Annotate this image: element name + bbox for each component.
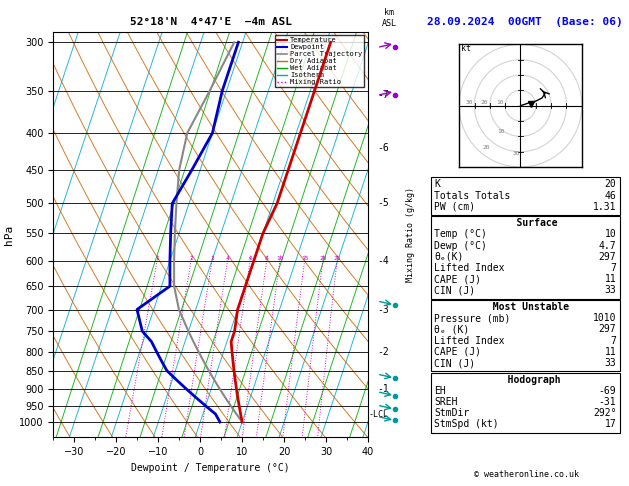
Text: EH: EH bbox=[434, 386, 446, 396]
Text: km
ASL: km ASL bbox=[381, 8, 396, 28]
Text: SREH: SREH bbox=[434, 397, 457, 407]
Text: Lifted Index: Lifted Index bbox=[434, 336, 504, 346]
Text: 17: 17 bbox=[604, 419, 616, 429]
Text: 292°: 292° bbox=[593, 408, 616, 418]
Text: 46: 46 bbox=[604, 191, 616, 201]
Text: -5: -5 bbox=[377, 198, 389, 208]
Text: Lifted Index: Lifted Index bbox=[434, 263, 504, 273]
Text: 20: 20 bbox=[482, 145, 489, 150]
Text: kt: kt bbox=[460, 44, 470, 52]
Text: 15: 15 bbox=[301, 256, 308, 261]
Text: 28.09.2024  00GMT  (Base: 06): 28.09.2024 00GMT (Base: 06) bbox=[427, 17, 623, 27]
Text: Hodograph: Hodograph bbox=[490, 375, 560, 384]
Text: 10: 10 bbox=[498, 129, 505, 134]
Text: 33: 33 bbox=[604, 285, 616, 295]
Text: Dewp (°C): Dewp (°C) bbox=[434, 241, 487, 251]
Text: -4: -4 bbox=[377, 256, 389, 266]
Text: 2: 2 bbox=[189, 256, 193, 261]
Text: Totals Totals: Totals Totals bbox=[434, 191, 510, 201]
Text: -6: -6 bbox=[377, 143, 389, 154]
Text: CAPE (J): CAPE (J) bbox=[434, 347, 481, 357]
X-axis label: Dewpoint / Temperature (°C): Dewpoint / Temperature (°C) bbox=[131, 463, 290, 473]
Text: -3: -3 bbox=[377, 305, 389, 314]
Text: CAPE (J): CAPE (J) bbox=[434, 274, 481, 284]
Text: StmDir: StmDir bbox=[434, 408, 469, 418]
Text: Temp (°C): Temp (°C) bbox=[434, 229, 487, 240]
Text: Pressure (mb): Pressure (mb) bbox=[434, 313, 510, 323]
Text: 1.31: 1.31 bbox=[593, 202, 616, 212]
Text: 297: 297 bbox=[599, 325, 616, 334]
Text: Mixing Ratio (g/kg): Mixing Ratio (g/kg) bbox=[406, 187, 416, 282]
Text: -LCL: -LCL bbox=[369, 411, 389, 419]
Text: -7: -7 bbox=[377, 90, 389, 101]
Legend: Temperature, Dewpoint, Parcel Trajectory, Dry Adiabat, Wet Adiabat, Isotherm, Mi: Temperature, Dewpoint, Parcel Trajectory… bbox=[275, 35, 364, 87]
Text: 20: 20 bbox=[604, 179, 616, 190]
Text: 20: 20 bbox=[481, 100, 488, 105]
Text: 7: 7 bbox=[611, 263, 616, 273]
Text: 6: 6 bbox=[248, 256, 252, 261]
Text: Surface: Surface bbox=[493, 218, 557, 228]
Text: 1010: 1010 bbox=[593, 313, 616, 323]
Text: 3: 3 bbox=[210, 256, 214, 261]
Text: 1: 1 bbox=[155, 256, 159, 261]
Text: Most Unstable: Most Unstable bbox=[481, 302, 569, 312]
Text: CIN (J): CIN (J) bbox=[434, 358, 475, 368]
Text: 10: 10 bbox=[276, 256, 284, 261]
Text: 297: 297 bbox=[599, 252, 616, 262]
Text: 4.7: 4.7 bbox=[599, 241, 616, 251]
Text: 52°18'N  4°47'E  −4m ASL: 52°18'N 4°47'E −4m ASL bbox=[130, 17, 292, 27]
Text: 7: 7 bbox=[611, 336, 616, 346]
Text: StmSpd (kt): StmSpd (kt) bbox=[434, 419, 499, 429]
Text: 33: 33 bbox=[604, 358, 616, 368]
Text: 20: 20 bbox=[319, 256, 326, 261]
Text: -1: -1 bbox=[377, 384, 389, 394]
Text: 4: 4 bbox=[226, 256, 230, 261]
Text: 11: 11 bbox=[604, 347, 616, 357]
Y-axis label: hPa: hPa bbox=[4, 225, 14, 244]
Text: -69: -69 bbox=[599, 386, 616, 396]
Text: 10: 10 bbox=[496, 100, 504, 105]
Text: 8: 8 bbox=[265, 256, 269, 261]
Text: 10: 10 bbox=[604, 229, 616, 240]
Text: 30: 30 bbox=[465, 100, 473, 105]
Text: 30: 30 bbox=[513, 151, 520, 156]
Text: -31: -31 bbox=[599, 397, 616, 407]
Text: K: K bbox=[434, 179, 440, 190]
Text: 11: 11 bbox=[604, 274, 616, 284]
Text: θₑ(K): θₑ(K) bbox=[434, 252, 464, 262]
Text: © weatheronline.co.uk: © weatheronline.co.uk bbox=[474, 469, 579, 479]
Text: CIN (J): CIN (J) bbox=[434, 285, 475, 295]
Text: PW (cm): PW (cm) bbox=[434, 202, 475, 212]
Text: -2: -2 bbox=[377, 347, 389, 357]
Text: 25: 25 bbox=[333, 256, 341, 261]
Text: θₑ (K): θₑ (K) bbox=[434, 325, 469, 334]
